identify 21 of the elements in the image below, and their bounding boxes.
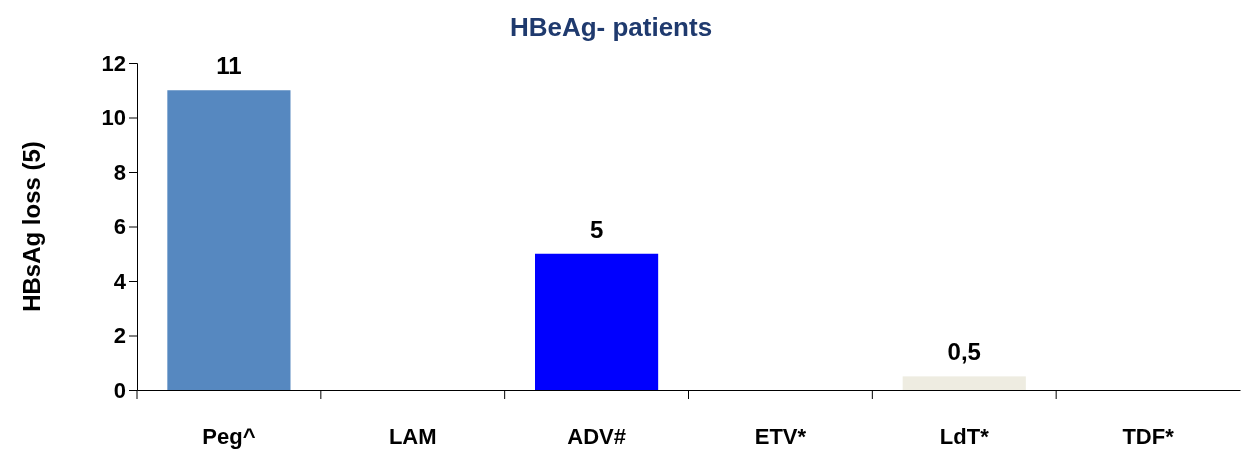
- bar: [535, 253, 659, 390]
- x-tick-label: LAM: [388, 423, 437, 449]
- data-label: 5: [589, 215, 604, 243]
- y-tick-label: 2: [113, 323, 126, 349]
- bar: [167, 90, 291, 390]
- x-tick-label: TDF*: [1122, 423, 1175, 449]
- y-tick-label: 4: [113, 268, 127, 294]
- x-tick-label: Peg^: [202, 423, 256, 449]
- y-axis-title: HBsAg loss (5): [18, 141, 45, 312]
- x-tick-label: ADV#: [567, 423, 626, 449]
- x-tick-label: ETV*: [754, 423, 807, 449]
- y-tick-label: 0: [113, 377, 126, 403]
- y-tick-label: 6: [113, 214, 126, 240]
- chart-title: HBeAg- patients: [509, 12, 713, 42]
- data-label: 0,5: [947, 338, 981, 366]
- bar: [902, 376, 1026, 390]
- y-tick-label: 12: [101, 50, 126, 76]
- y-tick-label: 10: [101, 105, 126, 131]
- y-tick-label: 8: [113, 159, 126, 185]
- data-label: 11: [216, 52, 242, 80]
- x-tick-label: LdT*: [939, 423, 990, 449]
